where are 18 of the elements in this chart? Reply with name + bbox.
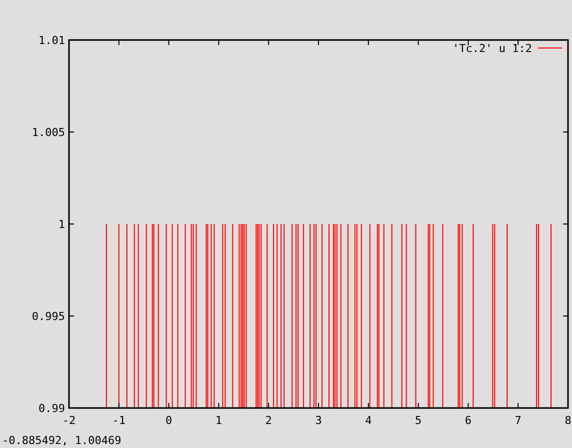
x-tick-label: 7 xyxy=(514,414,522,427)
x-tick-label: 0 xyxy=(165,414,172,427)
y-tick-label: 1.005 xyxy=(32,126,65,139)
y-tick-label: 1.01 xyxy=(38,34,65,47)
x-tick-label: 1 xyxy=(215,414,222,427)
x-tick-label: 6 xyxy=(464,414,472,427)
x-tick-label: 8 xyxy=(564,414,572,427)
y-tick-label: 0.995 xyxy=(32,310,65,323)
x-tick-label: 4 xyxy=(365,414,372,427)
x-tick-label: 2 xyxy=(265,414,272,427)
x-tick-label: 3 xyxy=(315,414,322,427)
text: -0.885492, 1.00469 xyxy=(2,434,122,447)
y-tick-label: 1 xyxy=(58,218,65,231)
y-tick-label: 0.99 xyxy=(38,402,65,415)
x-tick-label: -2 xyxy=(62,414,76,427)
x-tick-label: 5 xyxy=(414,414,422,427)
legend-label: 'Tc.2' u 1:2 xyxy=(452,42,532,55)
x-tick-label: -1 xyxy=(112,414,126,427)
